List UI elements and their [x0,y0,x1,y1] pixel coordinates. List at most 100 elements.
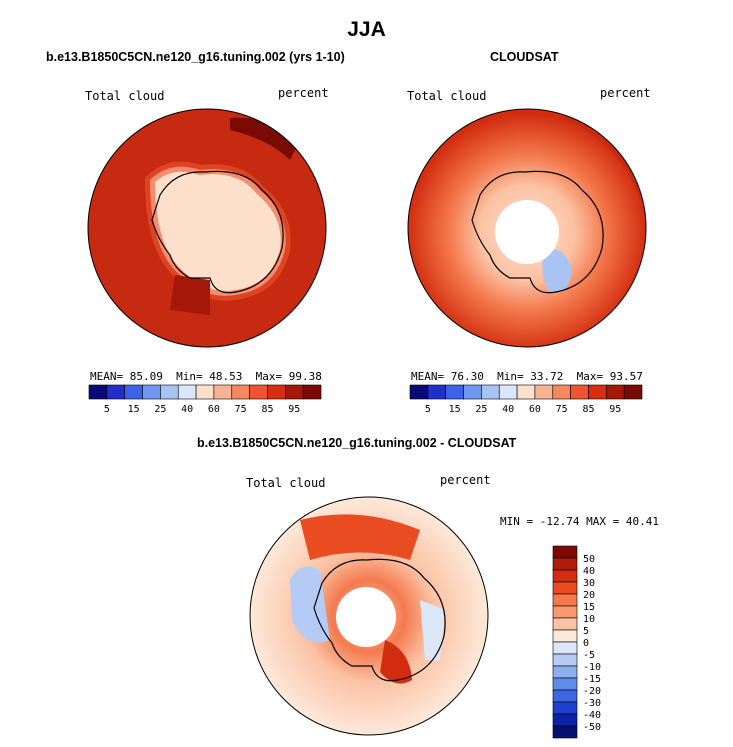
panel3-colorbar-label-8: -5 [583,650,595,661]
panel2-colorbar-swatch-1 [427,384,446,400]
panel1-coastline [151,170,284,294]
panel2-northeast-band [560,109,646,200]
panel1-units-label: percent [278,86,329,100]
panel1-ice-field [144,161,291,301]
panel3-colorbar-label-9: -10 [583,662,601,673]
panel3-colorbar-swatch-10 [552,665,578,679]
panel2-colorbar-label-1: 15 [449,404,461,415]
panel3-polar-gap [336,587,396,647]
panel3-colorbar-label-7: 0 [583,638,589,649]
panel2-colorbar-label-6: 85 [582,404,594,415]
panel3-colorbar-label-0: 50 [583,554,595,565]
panel3-colorbar-swatch-4 [552,593,578,607]
panel2-min-label: Min= [497,370,524,383]
panel2-colorbar-label-0: 5 [425,404,431,415]
panel3-colorbar-swatch-7 [552,629,578,643]
panel1-colorbar-swatch-2 [124,384,143,400]
panel1-colorbar-label-3: 40 [181,404,193,415]
panel2-colorbar-swatch-12 [623,384,643,400]
panel1-max-label: Max= [255,370,283,383]
panel3-colorbar-label-6: 5 [583,626,589,637]
panel1-colorbar-swatch-6 [195,384,215,400]
panel3-south-red [380,640,412,684]
panel3-colorbar-label-14: -50 [583,722,601,733]
panel2-colorbar-swatch-3 [463,384,482,400]
panel1-title: b.e13.B1850C5CN.ne120_g16.tuning.002 (yr… [46,50,345,64]
panel3-colorbar-swatch-6 [552,617,578,631]
panel3-colorbar-swatch-14 [552,713,578,727]
panel2-stats: MEAN= 76.30 Min= 33.72 Max= 93.57 [411,370,643,383]
panel2-min-value: 33.72 [530,370,564,383]
panel3-colorbar-label-1: 40 [583,566,595,577]
panel3-colorbar-label-5: 10 [583,614,595,625]
panel3-colorbar-label-3: 20 [583,590,595,601]
panel1-min-value: 48.53 [209,370,243,383]
panel3-colorbar-label-10: -15 [583,674,601,685]
panel3-colorbar-label-11: -20 [583,686,601,697]
panel2-coastline [471,170,604,294]
panel3-variable-label: Total cloud [246,476,326,490]
panel2-polar-gap [495,200,559,264]
panel1-colorbar-swatch-10 [267,384,286,400]
panel3-minmax: MIN = -12.74 MAX = 40.41 [500,515,659,528]
panel3-colorbar-swatch-5 [552,605,578,619]
panel1-colorbar-label-1: 15 [128,404,140,415]
panel1-map [87,108,327,348]
panel2-colorbar-label-2: 25 [475,404,487,415]
panel2-colorbar: 5 15 25 40 60 75 85 95 [409,384,643,415]
panel3-title: b.e13.B1850C5CN.ne120_g16.tuning.002 - C… [197,436,517,450]
panel1-colorbar-label-0: 5 [104,404,110,415]
panel3-colorbar-swatch-0 [552,545,578,559]
panel3-east-blue [420,600,445,660]
panel3-colorbar-label-4: 15 [583,602,595,613]
panel1-colorbar: 5 15 25 40 60 75 85 95 [88,384,322,415]
panel1-variable-label: Total cloud [85,89,165,103]
panel2-colorbar-label-4: 60 [529,404,541,415]
panel3-colorbar-swatch-11 [552,677,578,691]
panel3-colorbar-swatch-9 [552,653,578,667]
panel1-colorbar-swatch-5 [177,384,197,400]
panel2-max-label: Max= [576,370,604,383]
panel1-min-label: Min= [176,370,203,383]
panel2-variable-label: Total cloud [407,89,487,103]
panel3-map [249,496,489,736]
panel3-colorbar-swatch-15 [552,725,578,739]
panel3-colorbar-swatch-12 [552,689,578,703]
panel3-units-label: percent [440,473,491,487]
panel2-colorbar-swatch-6 [516,384,536,400]
panel2-title: CLOUDSAT [490,50,559,64]
panel1-mean-value: 85.09 [129,370,163,383]
panel1-colorbar-label-4: 60 [208,404,220,415]
panel1-red-sector [170,275,210,315]
panel2-max-value: 93.57 [609,370,643,383]
panel1-colorbar-swatch-12 [302,384,322,400]
panel2-mean-label: MEAN= [411,370,445,383]
panel2-colorbar-label-7: 95 [609,404,621,415]
panel1-colorbar-swatch-9 [249,384,268,400]
panel3-colorbar-swatch-13 [552,701,578,715]
panel2-colorbar-swatch-2 [445,384,464,400]
main-title: JJA [347,18,386,41]
panel3-coastline [313,558,446,682]
panel3-north-red [300,514,420,560]
panel2-colorbar-swatch-9 [570,384,589,400]
panel2-colorbar-swatch-11 [606,384,625,400]
panel1-stats: MEAN= 85.09 Min= 48.53 Max= 99.38 [90,370,322,383]
panel1-colorbar-swatch-3 [142,384,161,400]
panel2-colorbar-swatch-4 [481,384,500,400]
panel2-units-label: percent [600,86,651,100]
panel3-colorbar-swatch-3 [552,581,578,595]
panel1-colorbar-swatch-4 [160,384,179,400]
panel2-colorbar-label-5: 75 [556,404,568,415]
panel2-mean-value: 76.30 [450,370,484,383]
panel3-colorbar-swatch-1 [552,557,578,571]
panel1-colorbar-label-5: 75 [235,404,247,415]
panel2-colorbar-label-3: 40 [502,404,514,415]
panel2-blue-patch [542,249,572,293]
panel1-colorbar-swatch-0 [88,384,108,400]
panel3-colorbar-label-12: -30 [583,698,601,709]
panel1-colorbar-label-2: 25 [154,404,166,415]
panel2-colorbar-swatch-7 [534,384,554,400]
